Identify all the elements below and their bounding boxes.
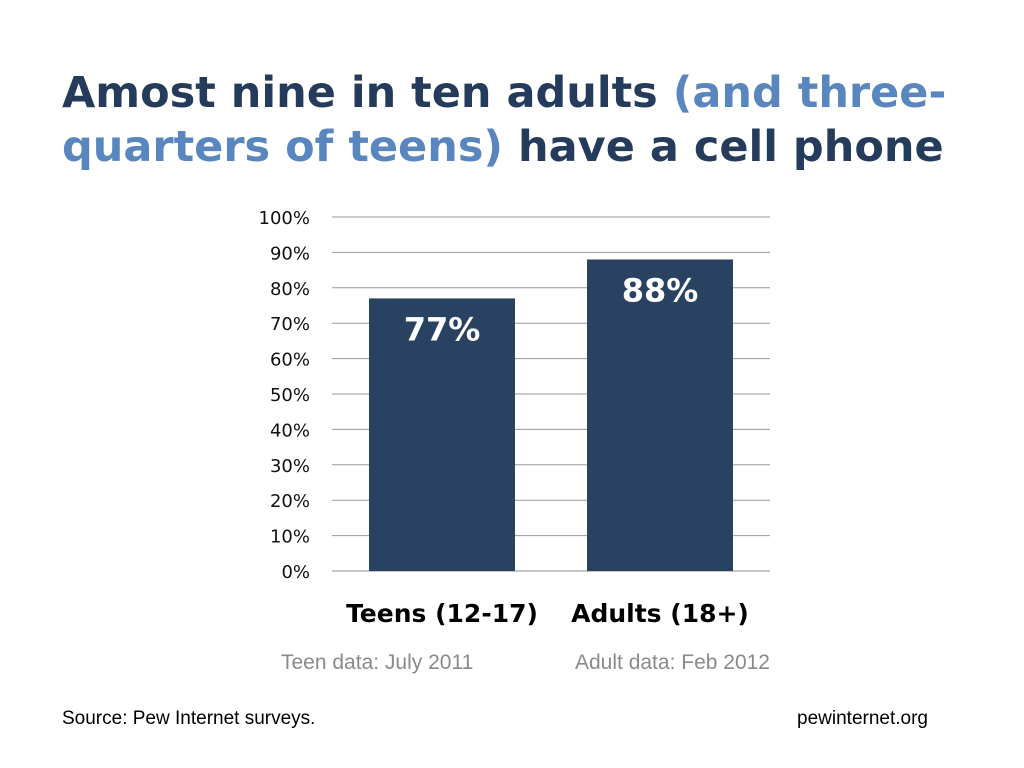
bar-1 xyxy=(369,298,515,571)
title-part2: have a cell phone xyxy=(503,122,944,172)
teen-data-note: Teen data: July 2011 xyxy=(281,651,474,674)
bar-2 xyxy=(587,259,733,571)
y-tick-label: 50% xyxy=(270,385,310,406)
y-tick-label: 80% xyxy=(270,279,310,300)
y-tick-label: 40% xyxy=(270,420,310,441)
y-tick-label: 60% xyxy=(270,350,310,371)
source-note: Source: Pew Internet surveys. xyxy=(62,708,316,729)
y-tick-label: 90% xyxy=(270,243,310,264)
y-tick-label: 0% xyxy=(281,562,310,583)
x-category-label: Teens (12-17) xyxy=(346,599,538,628)
y-tick-label: 30% xyxy=(270,456,310,477)
title-accent: (and three-quarters of teens) xyxy=(62,68,947,172)
y-tick-label: 10% xyxy=(270,527,310,548)
site-url: pewinternet.org xyxy=(797,708,928,729)
data-label: 88% xyxy=(622,271,699,309)
data-label: 77% xyxy=(404,310,481,348)
y-tick-label: 100% xyxy=(259,208,310,229)
adult-data-note: Adult data: Feb 2012 xyxy=(575,651,770,674)
title-part1: Amost nine in ten adults xyxy=(62,68,673,118)
slide-title: Amost nine in ten adults (and three-quar… xyxy=(62,66,982,174)
x-category-label: Adults (18+) xyxy=(571,599,749,628)
y-tick-label: 20% xyxy=(270,491,310,512)
y-tick-label: 70% xyxy=(270,314,310,335)
